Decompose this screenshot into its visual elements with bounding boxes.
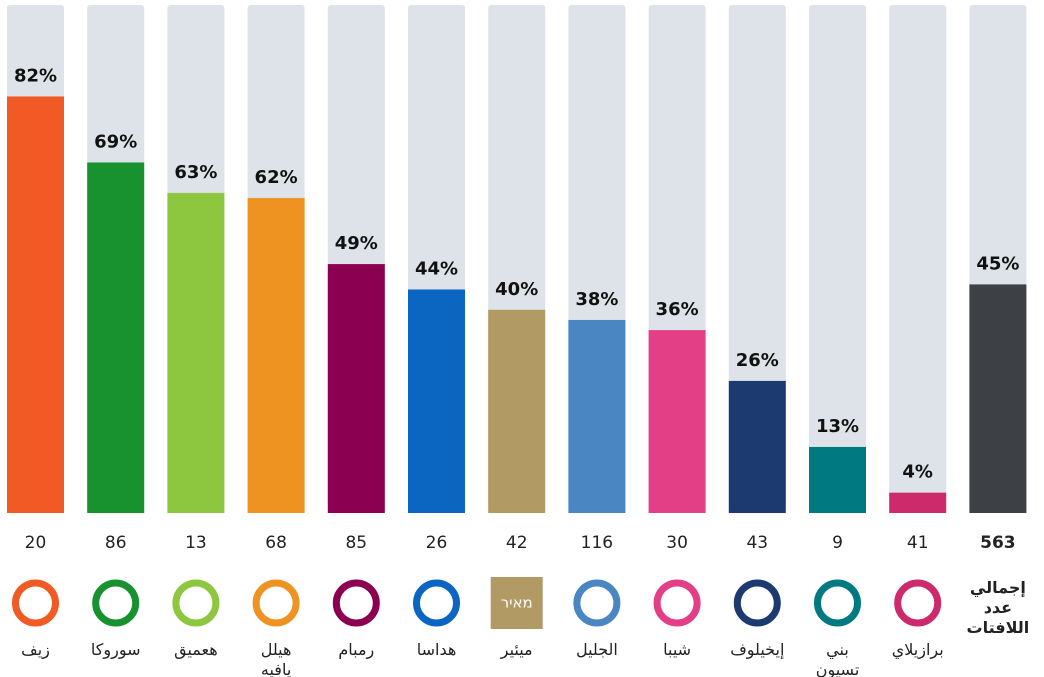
- count-label: 9: [832, 533, 843, 553]
- logo: [653, 579, 701, 627]
- count-label: 86: [105, 533, 127, 553]
- bar: [969, 284, 1027, 513]
- bar: [488, 309, 546, 513]
- value-label: 62%: [255, 167, 298, 188]
- logo: [490, 577, 543, 629]
- hospital-name: بني تسيون: [815, 640, 860, 677]
- value-label: 44%: [415, 258, 458, 279]
- hospital-name: إجمالي عدد اللافتات: [966, 578, 1030, 637]
- hospital-name: الجليل: [575, 640, 618, 659]
- bar: [568, 319, 626, 513]
- hospital-name: هيلل يافيه: [260, 640, 292, 677]
- bar: [728, 380, 786, 513]
- count-label: 42: [506, 533, 528, 553]
- logo: [733, 579, 781, 627]
- hospital-name: برازيلاي: [891, 640, 944, 659]
- hospital-name: إيخيلوف: [730, 640, 785, 659]
- count-label: 41: [907, 533, 929, 553]
- logo: [894, 579, 942, 627]
- logo: [332, 579, 380, 627]
- bar: [648, 330, 706, 513]
- count-label: 68: [265, 533, 287, 553]
- value-label: 38%: [575, 289, 618, 310]
- value-label: 45%: [976, 253, 1019, 274]
- bar: [167, 192, 225, 513]
- hospital-name: هداسا: [416, 640, 457, 659]
- count-label: 43: [746, 533, 768, 553]
- hospital-name: رمبام: [338, 640, 375, 659]
- logo: [172, 579, 220, 627]
- count-label: 85: [345, 533, 367, 553]
- count-label: 26: [426, 533, 448, 553]
- bar: [87, 162, 145, 514]
- value-label: 49%: [335, 233, 378, 254]
- bar: [889, 492, 947, 513]
- logo: [252, 579, 300, 627]
- bar: [327, 264, 385, 513]
- bar-track: [889, 5, 947, 513]
- count-label: 30: [666, 533, 688, 553]
- logo: [413, 579, 460, 627]
- value-label: 36%: [656, 299, 699, 320]
- logo: [92, 579, 140, 627]
- value-label: 40%: [495, 279, 538, 300]
- logo-text: מאיר: [501, 594, 533, 612]
- logo: [573, 579, 621, 627]
- hospital-name: هعميق: [174, 640, 218, 659]
- count-label: 13: [185, 533, 207, 553]
- hospital-name: زيف: [21, 640, 50, 659]
- logo: [814, 579, 861, 627]
- value-label: 63%: [174, 162, 217, 183]
- count-label: 116: [581, 533, 613, 553]
- hospital-name: شيبا: [663, 640, 692, 659]
- logo: [12, 579, 59, 627]
- hospital-name: ميئير: [500, 640, 533, 659]
- bar: [408, 289, 465, 513]
- value-label: 82%: [14, 65, 57, 86]
- count-label: 20: [25, 533, 47, 553]
- bar-track: [809, 5, 866, 513]
- value-label: 26%: [736, 350, 779, 371]
- value-label: 4%: [902, 462, 933, 483]
- bar: [809, 446, 866, 513]
- value-label: 69%: [94, 131, 137, 152]
- value-label: 13%: [816, 416, 859, 437]
- bar: [247, 198, 305, 514]
- hospital-name: سوروكا: [90, 640, 141, 659]
- count-label: 563: [980, 533, 1016, 553]
- bar: [7, 96, 64, 513]
